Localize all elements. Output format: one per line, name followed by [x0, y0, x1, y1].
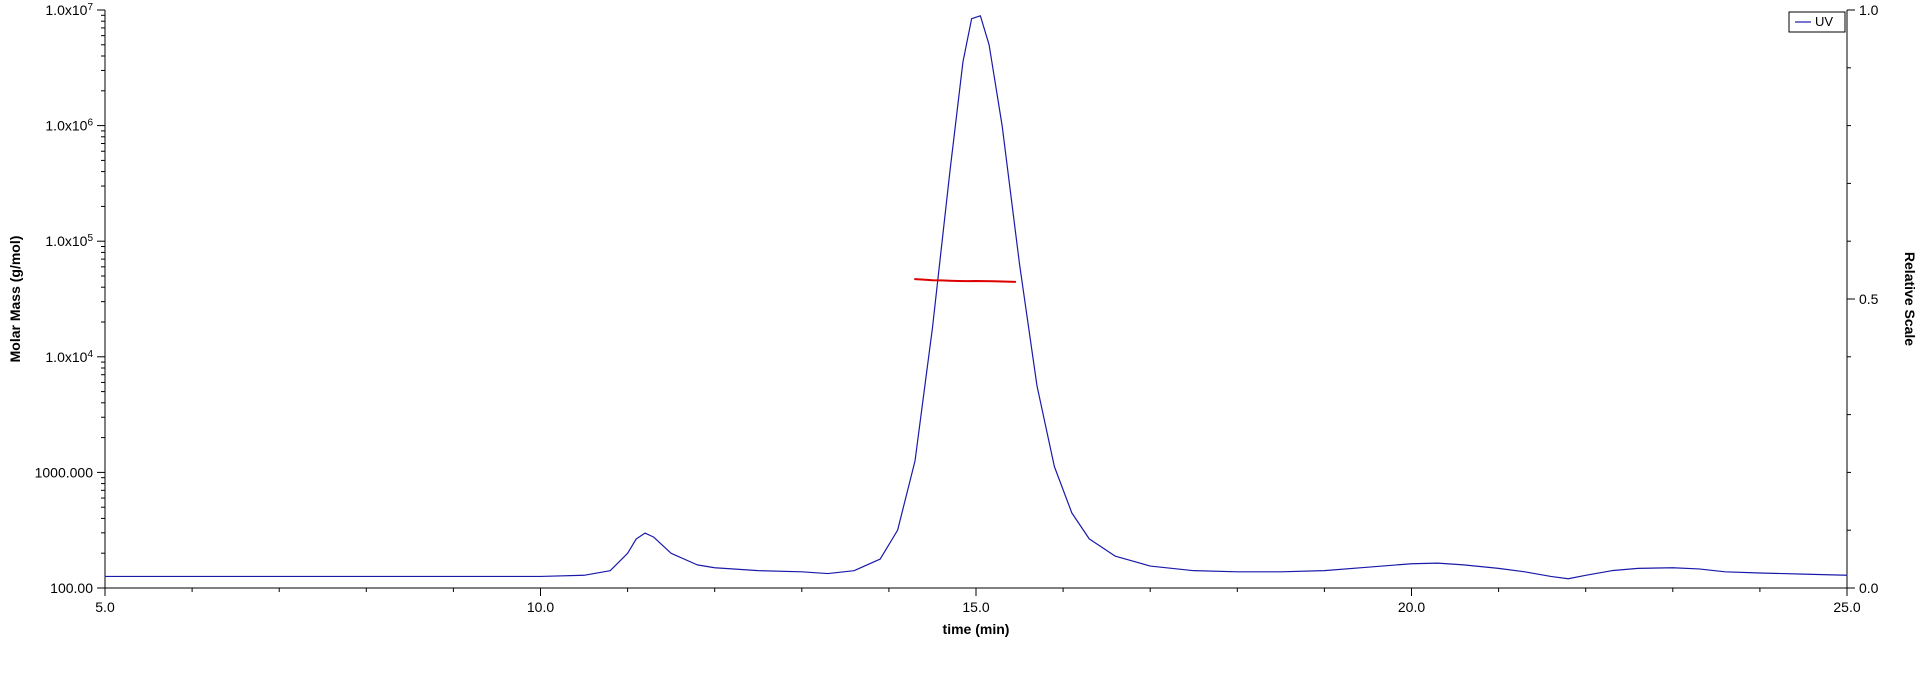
- y-left-tick-label: 100.00: [50, 580, 93, 596]
- y-right-tick-label: 0.5: [1859, 291, 1879, 307]
- y-left-tick-label: 1.0x107: [45, 2, 93, 19]
- series-uv: [105, 16, 1847, 579]
- chart-svg: 5.0 10.0 15.0 20.0 25.0 time (min) 100.00 1000.…: [0, 0, 1920, 672]
- series-molarmass: [915, 279, 1015, 282]
- y-left-tick-label: 1.0x106: [45, 117, 93, 134]
- y-right-tick-label: 0.0: [1859, 580, 1879, 596]
- y-left-tick-label: 1.0x104: [45, 348, 93, 365]
- y-right-axis-label: Relative Scale: [1902, 252, 1918, 346]
- legend-label: UV: [1815, 14, 1833, 29]
- x-tick-label: 20.0: [1398, 599, 1425, 615]
- x-tick-label: 10.0: [527, 599, 554, 615]
- chromatogram-chart: 5.0 10.0 15.0 20.0 25.0 time (min) 100.00 1000.…: [0, 0, 1920, 672]
- y-right-tick-label: 1.0: [1859, 2, 1879, 18]
- y-left-tick-label: 1000.000: [35, 464, 94, 480]
- x-tick-label: 5.0: [95, 599, 115, 615]
- y-left-tick-label: 1.0x105: [45, 233, 93, 250]
- y-left-axis-label: Molar Mass (g/mol): [7, 236, 23, 363]
- x-tick-label: 15.0: [962, 599, 989, 615]
- x-axis-label: time (min): [943, 621, 1010, 637]
- x-tick-label: 25.0: [1833, 599, 1860, 615]
